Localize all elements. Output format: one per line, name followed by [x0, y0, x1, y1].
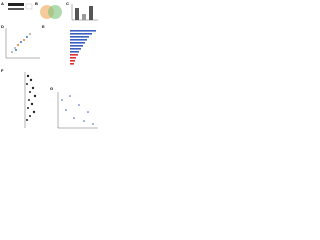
- panel-label: B: [35, 1, 38, 6]
- panel-label: C: [66, 1, 69, 6]
- small-bars: [71, 4, 98, 21]
- figure: A B C D E F G: [1, 1, 98, 129]
- panel-label: F: [1, 68, 4, 73]
- dotplot: [24, 72, 37, 128]
- scatter-g: [57, 92, 98, 129]
- panel-label: G: [50, 86, 53, 91]
- hbars: [70, 30, 96, 65]
- panel-label: E: [42, 24, 45, 29]
- venn: [40, 5, 62, 19]
- blot: [8, 3, 33, 10]
- scatter-d: [5, 28, 40, 59]
- panel-label: D: [1, 24, 4, 29]
- panel-label: A: [1, 1, 4, 6]
